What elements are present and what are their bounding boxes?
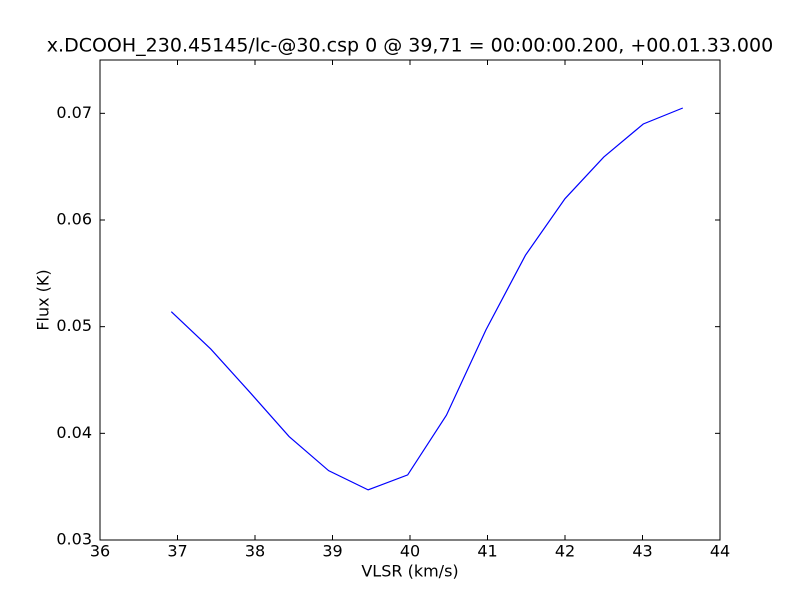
y-tick-label: 0.04 (56, 423, 92, 442)
y-tick-label: 0.05 (56, 316, 92, 335)
x-tick-label: 41 (477, 542, 497, 561)
y-tick-label: 0.06 (56, 210, 92, 229)
x-tick-label: 37 (167, 542, 187, 561)
x-tick-label: 44 (710, 542, 730, 561)
data-line (170, 107, 684, 491)
y-axis-label: Flux (K) (34, 269, 53, 330)
x-tick-label: 42 (555, 542, 575, 561)
x-tick-label: 38 (245, 542, 265, 561)
x-axis-label: VLSR (km/s) (361, 562, 458, 581)
y-tick-label: 0.03 (56, 530, 92, 549)
chart-title: x.DCOOH_230.45145/lc-@30.csp 0 @ 39,71 =… (47, 35, 773, 57)
x-tick-label: 40 (400, 542, 420, 561)
x-tick-label: 36 (90, 542, 110, 561)
x-tick-label: 39 (322, 542, 342, 561)
x-tick-label: 43 (632, 542, 652, 561)
y-tick-label: 0.07 (56, 103, 92, 122)
